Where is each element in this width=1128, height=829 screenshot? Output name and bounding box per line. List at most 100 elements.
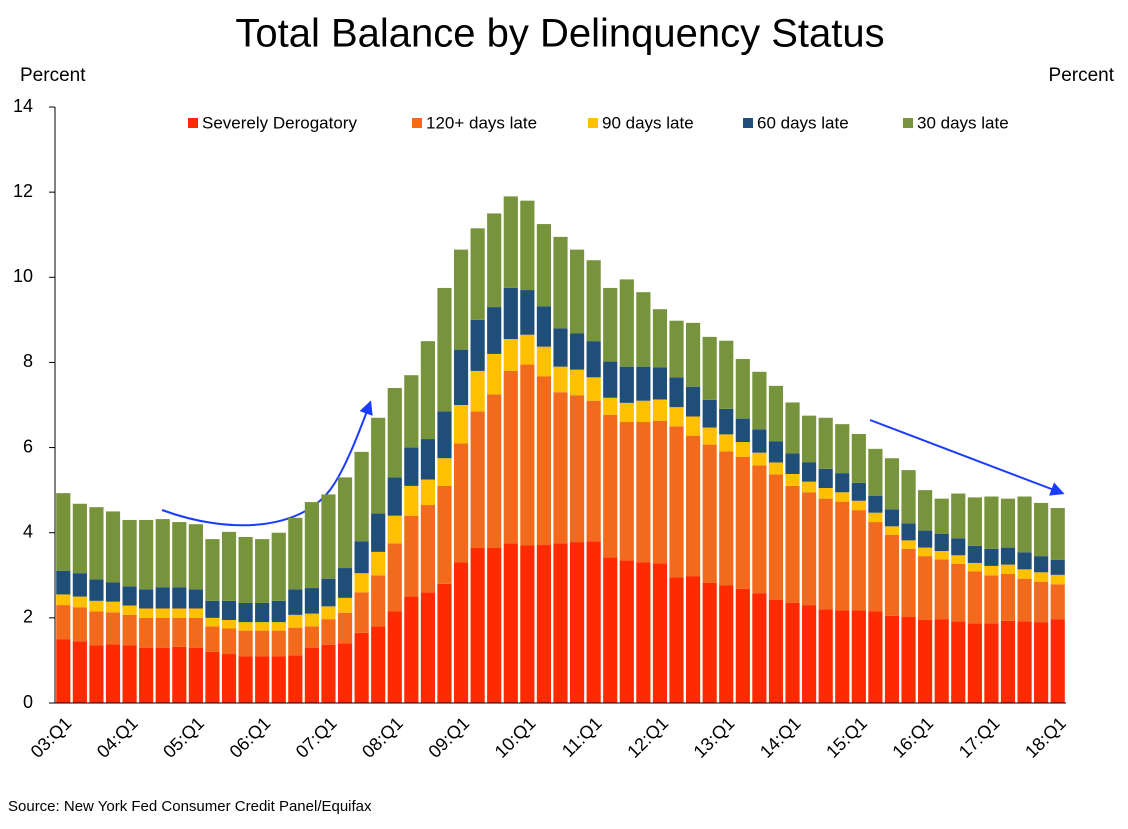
bar-segment [951,538,966,556]
bar-segment [768,385,784,442]
bar-segment [371,551,386,576]
bar-segment [636,422,651,563]
bar-segment [967,571,982,624]
bar-segment [802,462,817,482]
bar-segment [752,429,767,453]
bar-segment [553,543,568,703]
bar-segment [72,596,87,608]
bar-segment [735,456,750,589]
bar-segment [371,626,386,703]
bar-segment [404,485,419,516]
bar-segment [918,547,933,557]
bar-segment [536,544,552,703]
bar-segment [89,507,104,580]
bar-segment [188,617,203,648]
bar-segment [89,600,104,612]
bar-segment [238,602,253,623]
bar-segment [735,418,750,443]
bar-segment [1017,621,1032,703]
bar-segment [56,594,71,606]
bar-segment [586,260,601,342]
bar-segment [785,602,800,703]
bar-segment [934,559,949,620]
bar-segment [288,614,303,628]
bar-segment [884,509,900,527]
bar-segment [735,588,750,703]
bar-segment [603,414,618,558]
bar-segment [188,524,203,590]
bar-segment [785,453,800,474]
x-tick-label: 16:Q1 [888,713,937,762]
bar-segment [122,605,137,615]
bar-segment [205,626,220,652]
bar-segment [470,370,485,412]
bar-segment [221,628,237,655]
bar-segment [1017,569,1032,579]
bar-segment [437,485,452,584]
bar-segment [453,443,469,563]
bar-segment [255,656,270,703]
bar-segment [918,530,933,548]
bar-segment [652,563,668,703]
bar-segment [404,596,419,703]
bar-segment [354,541,369,574]
y-tick-label: 6 [23,436,33,456]
bar-segment [354,632,369,703]
y-axis-title-right: Percent [1049,65,1115,86]
bar-segment [835,424,850,474]
bar-segment [122,586,137,606]
bar-segment [1017,578,1032,622]
bar-segment [603,557,618,703]
bar-segment [105,644,121,703]
bar-segment [851,433,866,483]
bar-segment [951,621,966,703]
x-tick-label: 09:Q1 [424,713,473,762]
bar-segment [702,444,717,583]
bar-segment [1034,581,1049,623]
x-tick-label: 03:Q1 [27,713,76,762]
bar-segment [785,402,800,454]
bar-segment [271,532,286,601]
bar-segment [387,543,402,612]
bar-segment [321,644,336,703]
bar-segment [719,434,734,452]
bar-segment [851,510,866,611]
bar-segment [155,647,170,703]
bar-segment [89,579,104,601]
bar-segment [420,592,435,703]
bar-segment [569,333,585,370]
bar-segment [884,615,900,703]
bar-segment [603,397,618,415]
bar-segment [702,336,717,400]
bar-segment [288,655,303,703]
bar-segment [951,493,966,539]
bar-segment [569,369,585,396]
bar-segment [122,645,137,703]
legend-label: Severely Derogatory [202,113,357,132]
x-tick-label: 18:Q1 [1021,713,1070,762]
bar-segment [1034,572,1049,582]
bar-segment [72,573,87,597]
bar-segment [652,309,668,368]
bar-segment [205,651,220,703]
x-tick-label: 13:Q1 [690,713,739,762]
bar-segment [139,519,154,590]
bar-segment [337,612,353,644]
bar-segment [984,548,999,566]
bar-segment [868,448,883,496]
bar-segment [802,481,817,493]
bar-segment [288,517,303,590]
bar-segment [735,359,750,419]
bar-segment [768,441,784,463]
bar-segment [719,451,734,586]
bar-segment [172,646,187,703]
bar-segment [934,498,949,534]
bar-segment [453,349,469,405]
bar-segment [56,571,71,595]
bar-segment [1050,584,1065,620]
bar-segment [221,654,237,703]
bar-segment [569,249,585,334]
bar-segment [619,402,634,423]
bar-segment [1000,564,1016,575]
bar-segment [1017,496,1032,553]
